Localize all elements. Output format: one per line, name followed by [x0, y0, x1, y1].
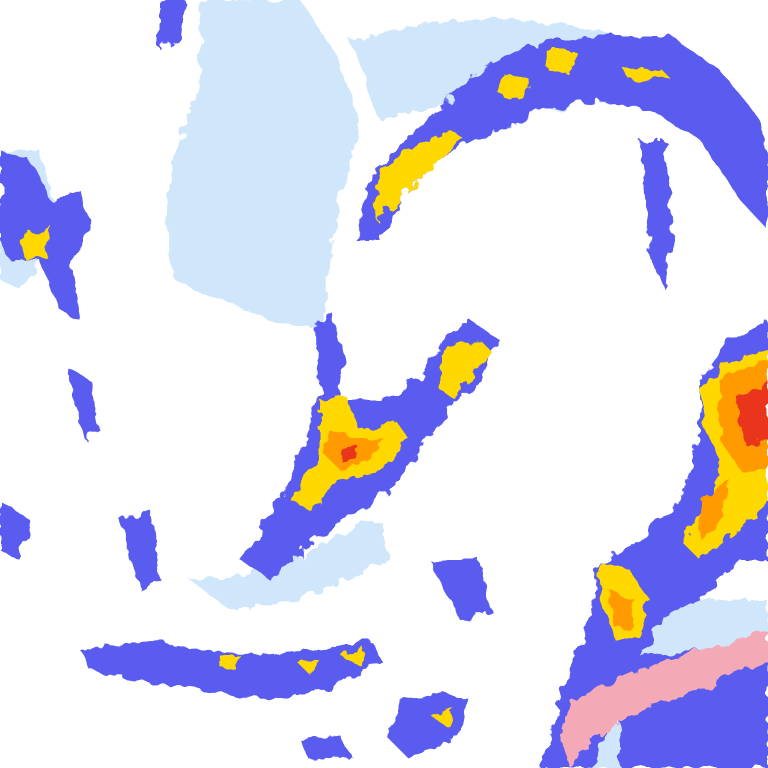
southern-shower-cells — [0, 500, 490, 760]
core — [375, 130, 465, 220]
cell — [0, 500, 30, 560]
intense-cores — [338, 380, 768, 460]
core — [700, 480, 730, 540]
cell — [300, 735, 350, 760]
core — [338, 445, 360, 460]
core — [218, 655, 240, 668]
core — [20, 225, 50, 260]
core — [430, 710, 455, 728]
cell — [70, 370, 100, 440]
mixed-area — [560, 630, 768, 768]
core — [625, 68, 670, 80]
band — [355, 35, 768, 240]
cell — [430, 560, 490, 620]
core — [610, 590, 635, 630]
core — [735, 380, 768, 445]
core — [340, 648, 365, 665]
core — [295, 660, 320, 675]
band — [640, 140, 672, 290]
cell — [120, 510, 160, 590]
core — [440, 340, 495, 400]
cell — [80, 640, 380, 700]
light-area — [165, 0, 360, 330]
cell — [390, 690, 470, 760]
northern-arc-band — [355, 35, 768, 290]
light-area — [190, 520, 390, 610]
cell — [160, 0, 185, 50]
core — [545, 50, 575, 75]
mixed-precip — [560, 630, 768, 768]
western-scattered-cells — [0, 0, 185, 440]
core — [500, 70, 530, 100]
